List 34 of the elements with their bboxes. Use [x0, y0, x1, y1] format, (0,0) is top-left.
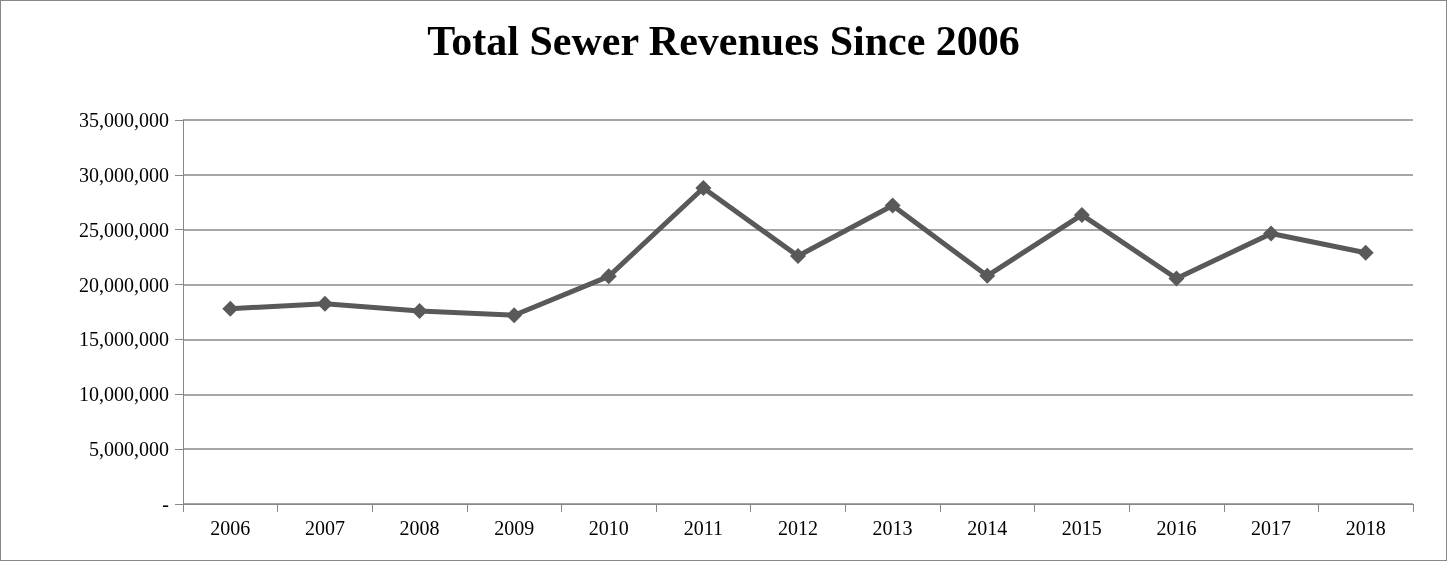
x-tick-label: 2018: [1345, 517, 1386, 539]
y-tick-label: 35,000,000: [79, 109, 169, 131]
point: [1357, 244, 1374, 261]
x-tick-label: 2008: [399, 517, 440, 539]
x-tick-label: 2015: [1061, 517, 1102, 539]
point: [695, 180, 712, 197]
y-tick-label: 25,000,000: [79, 218, 169, 241]
x-tick-label: 2010: [588, 517, 629, 539]
y-tick-label: 15,000,000: [79, 328, 169, 351]
point: [884, 197, 901, 214]
point: [1263, 225, 1280, 242]
x-tick-label: 2013: [872, 517, 913, 539]
x-tick-label: 2007: [304, 517, 345, 539]
point: [222, 300, 239, 317]
point: [1073, 206, 1090, 223]
y-tick-label: -: [162, 493, 169, 515]
y-tick-label: 5,000,000: [89, 438, 169, 461]
x-tick-label: 2017: [1251, 517, 1292, 539]
x-tick-label: 2009: [494, 517, 535, 539]
chart-title: Total Sewer Revenues Since 2006: [427, 18, 1020, 64]
x-tick-label: 2011: [683, 517, 724, 539]
y-tick-label: 10,000,000: [79, 383, 169, 406]
point: [411, 302, 428, 319]
y-tick-label: 20,000,000: [79, 273, 169, 296]
point: [506, 307, 523, 324]
point: [790, 248, 806, 265]
x-tick-label: 2006: [210, 517, 251, 539]
x-tick-label: 2016: [1156, 517, 1197, 539]
y-tick-label: 30,000,000: [79, 163, 169, 186]
point: [1168, 270, 1185, 287]
x-tick-label: 2014: [967, 517, 1008, 539]
point: [600, 268, 617, 285]
point: [979, 267, 996, 284]
x-tick-label: 2012: [778, 517, 818, 539]
